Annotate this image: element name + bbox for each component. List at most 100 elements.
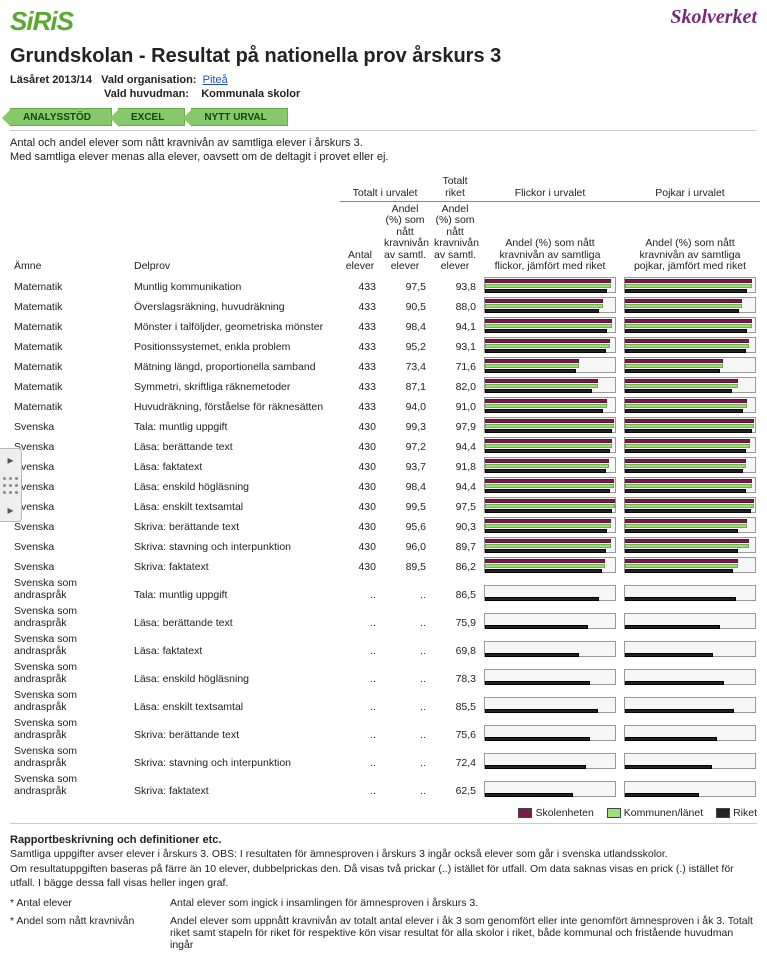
cell-delprov: Läsa: enskilt textsamtal [130, 495, 340, 515]
bar-chart [484, 417, 616, 433]
analysstod-button[interactable]: ANALYSSTÖD [10, 108, 112, 126]
table-row: SvenskaLäsa: faktatext43093,791,8 [10, 455, 760, 475]
def-term-andel: * Andel som nått kravnivån [10, 915, 170, 951]
grip-icon [3, 476, 19, 495]
cell-delprov: Positionssystemet, enkla problem [130, 335, 340, 355]
excel-button[interactable]: EXCEL [118, 108, 185, 126]
cell-amne: Svenska [10, 515, 130, 535]
table-row: SvenskaSkriva: stavning och interpunktio… [10, 535, 760, 555]
def-term-antal: * Antal elever [10, 897, 170, 909]
cell-delprov: Huvudräkning, förståelse för räknesätten [130, 395, 340, 415]
cell-urval: 95,6 [380, 515, 430, 535]
table-row: SvenskaSkriva: berättande text43095,690,… [10, 515, 760, 535]
cell-urval: .. [380, 687, 430, 715]
table-row: Svenska som andraspråkSkriva: berättande… [10, 715, 760, 743]
bar-chart [484, 697, 616, 713]
divider [10, 823, 757, 824]
cell-riket: 91,0 [430, 395, 480, 415]
table-row: Svenska som andraspråkLäsa: enskild högl… [10, 659, 760, 687]
cell-riket: 75,9 [430, 603, 480, 631]
cell-urval: 97,5 [380, 275, 430, 295]
bar-chart [484, 317, 616, 333]
cell-amne: Svenska [10, 415, 130, 435]
bar-chart [624, 517, 756, 533]
bar-chart [484, 669, 616, 685]
cell-amne: Matematik [10, 395, 130, 415]
table-row: MatematikMuntlig kommunikation43397,593,… [10, 275, 760, 295]
cell-delprov: Läsa: berättande text [130, 603, 340, 631]
cell-amne: Matematik [10, 355, 130, 375]
cell-delprov: Mönster i talföljder, geometriska mönste… [130, 315, 340, 335]
cell-riket: 86,2 [430, 555, 480, 575]
cell-amne: Matematik [10, 315, 130, 335]
cell-antal: .. [340, 771, 380, 799]
side-drawer-handle[interactable]: ▸ ▸ [0, 448, 22, 522]
bar-chart [624, 357, 756, 373]
year-label: Läsåret 2013/14 [10, 74, 92, 86]
bar-chart [624, 641, 756, 657]
cell-urval: 98,4 [380, 475, 430, 495]
legend: Skolenheten Kommunen/länet Riket [10, 807, 757, 819]
table-row: SvenskaSkriva: faktatext43089,586,2 [10, 555, 760, 575]
def-desc-antal: Antal elever som ingick i insamlingen fö… [170, 897, 757, 909]
cell-riket: 72,4 [430, 743, 480, 771]
legend-label: Kommunen/länet [624, 807, 703, 819]
cell-antal: 430 [340, 435, 380, 455]
cell-delprov: Skriva: berättande text [130, 515, 340, 535]
cell-antal: 433 [340, 355, 380, 375]
bar-chart [484, 397, 616, 413]
cell-antal: .. [340, 603, 380, 631]
cell-amne: Svenska som andraspråk [10, 603, 130, 631]
bar-chart [484, 437, 616, 453]
cell-delprov: Skriva: faktatext [130, 555, 340, 575]
hdr-pojkar: Pojkar i urvalet [620, 173, 760, 202]
cell-antal: 430 [340, 495, 380, 515]
cell-riket: 93,8 [430, 275, 480, 295]
cell-urval: .. [380, 659, 430, 687]
cell-amne: Svenska [10, 455, 130, 475]
bar-chart [624, 477, 756, 493]
cell-antal: 430 [340, 415, 380, 435]
cell-riket: 93,1 [430, 335, 480, 355]
bar-chart [624, 437, 756, 453]
footer-p1: Samtliga uppgifter avser elever i årskur… [10, 848, 757, 862]
huvudman-label: Vald huvudman: [104, 88, 189, 100]
hdr-totalt-riket: Totalt riket [430, 173, 480, 202]
hdr-totalt-urval: Totalt i urvalet [340, 173, 430, 202]
cell-delprov: Skriva: stavning och interpunktion [130, 743, 340, 771]
cell-delprov: Symmetri, skriftliga räknemetoder [130, 375, 340, 395]
cell-riket: 86,5 [430, 575, 480, 603]
table-row: MatematikSymmetri, skriftliga räknemetod… [10, 375, 760, 395]
cell-antal: 433 [340, 395, 380, 415]
footer-heading: Rapportbeskrivning och definitioner etc. [10, 834, 757, 846]
table-row: SvenskaLäsa: berättande text43097,294,4 [10, 435, 760, 455]
cell-amne: Matematik [10, 295, 130, 315]
cell-riket: 94,4 [430, 435, 480, 455]
bar-chart [624, 537, 756, 553]
cell-antal: 430 [340, 555, 380, 575]
bar-chart [484, 377, 616, 393]
cell-antal: 430 [340, 455, 380, 475]
cell-amne: Svenska [10, 535, 130, 555]
hdr-delprov: Delprov [130, 201, 340, 275]
cell-amne: Svenska som andraspråk [10, 743, 130, 771]
cell-antal: .. [340, 743, 380, 771]
table-row: MatematikÖverslagsräkning, huvudräkning4… [10, 295, 760, 315]
cell-delprov: Skriva: berättande text [130, 715, 340, 743]
hdr-bar-flickor: Andel (%) som nått kravnivån av samtliga… [480, 201, 620, 275]
nytt-urval-button[interactable]: NYTT URVAL [191, 108, 287, 126]
bar-chart [484, 585, 616, 601]
bar-chart [484, 753, 616, 769]
cell-delprov: Läsa: faktatext [130, 455, 340, 475]
skolverket-logo: Skolverket [670, 6, 757, 29]
cell-delprov: Läsa: faktatext [130, 631, 340, 659]
cell-urval: 97,2 [380, 435, 430, 455]
cell-riket: 97,5 [430, 495, 480, 515]
org-link[interactable]: Piteå [203, 74, 228, 86]
table-row: Svenska som andraspråkLäsa: faktatext...… [10, 631, 760, 659]
cell-amne: Matematik [10, 335, 130, 355]
cell-riket: 94,4 [430, 475, 480, 495]
hdr-andel-urval: Andel (%) som nått kravnivån av samtl. e… [380, 201, 430, 275]
cell-delprov: Tala: muntlig uppgift [130, 415, 340, 435]
huvudman-value: Kommunala skolor [201, 88, 300, 100]
